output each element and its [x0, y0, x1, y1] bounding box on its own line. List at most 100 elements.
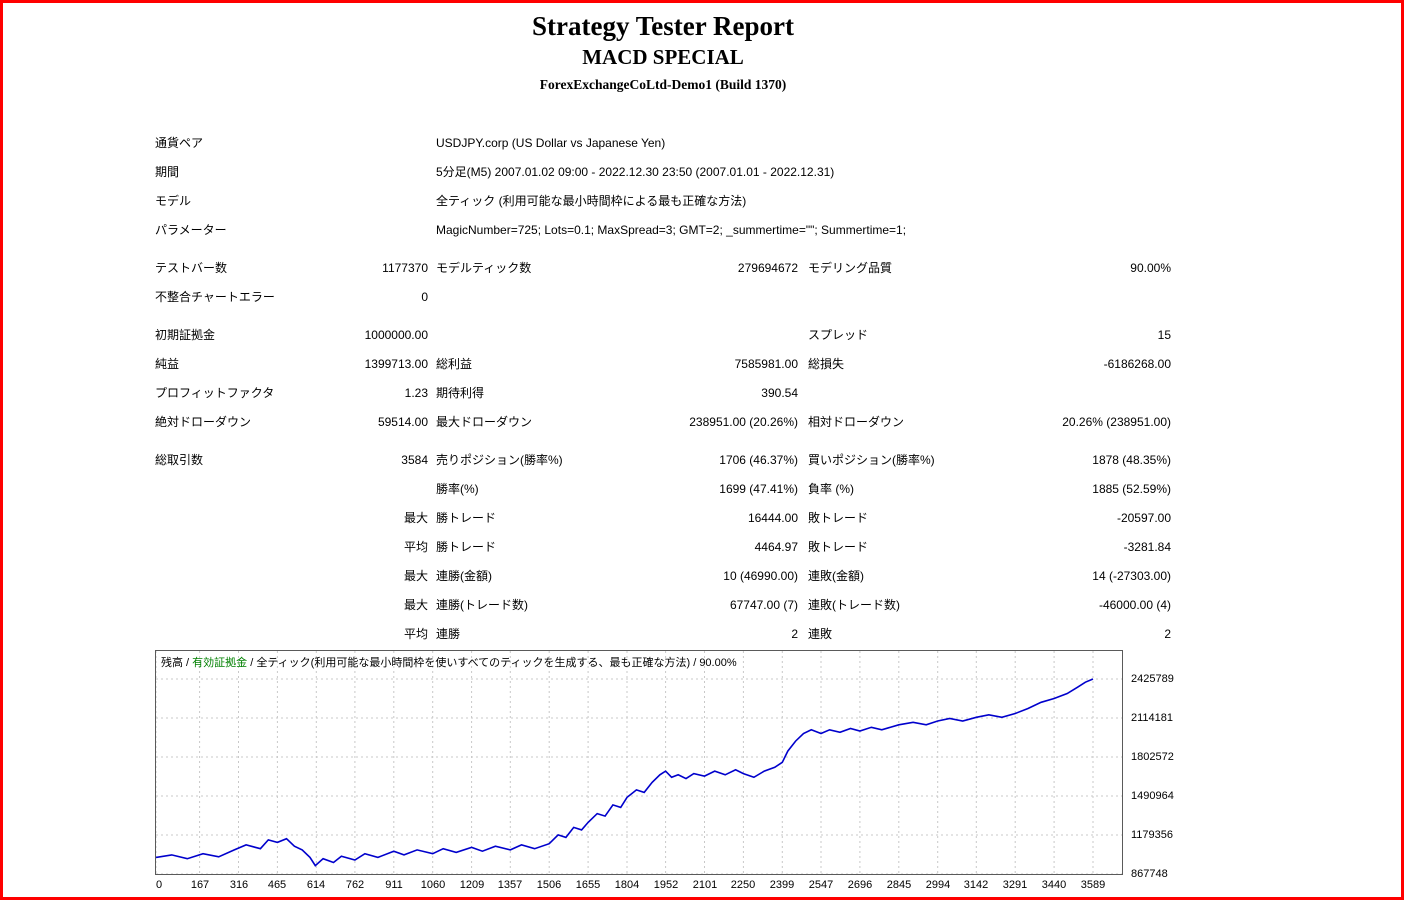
balance-chart: 残高 / 有効証拠金 / 全ティック(利用可能な最小時間枠を使いすべてのティック… — [155, 650, 1215, 897]
stat-value: 最大 — [403, 598, 428, 612]
stat-label: モデリング品質 — [808, 261, 893, 275]
stat-label: 連敗 — [808, 627, 833, 641]
stat-value: 最大 — [403, 569, 428, 583]
report-row: 最大 連勝(金額) 10 (46990.00) 連敗(金額) 14 (-27303.00… — [155, 561, 1171, 590]
legend-item: 全ティック(利用可能な最小時間枠を使いすべてのティックを生成する、最も正確な方法… — [256, 657, 691, 669]
legend-separator: / — [247, 657, 257, 669]
x-tick-label: 1952 — [653, 879, 679, 891]
report-row: 初期証拠金 1000000.00 スプレッド 15 — [155, 320, 1171, 349]
section-gap — [155, 244, 1171, 253]
report-row: モデル 全ティック (利用可能な最小時間枠による最も正確な方法) — [155, 186, 1171, 215]
report-header: Strategy Tester Report MACD SPECIAL Fore… — [3, 11, 1323, 93]
stat-value: -20597.00 — [1116, 510, 1171, 525]
x-tick-label: 316 — [229, 879, 249, 891]
x-tick-label: 1209 — [459, 879, 485, 891]
x-tick-label: 465 — [267, 879, 287, 891]
stat-label: 連勝 — [436, 627, 461, 641]
balance-series-line — [156, 678, 1094, 867]
x-tick-label: 1357 — [497, 879, 523, 891]
stat-label: 勝率(%) — [436, 482, 479, 496]
server-build: ForexExchangeCoLtd-Demo1 (Build 1370) — [539, 77, 787, 92]
stat-label: 純益 — [155, 357, 180, 371]
stat-label: スプレッド — [808, 328, 869, 342]
stat-value: 1000000.00 — [364, 327, 428, 342]
x-tick-label: 1506 — [536, 879, 562, 891]
stat-value: 1699 (47.41%) — [719, 481, 798, 496]
stat-label: パラメーター — [155, 223, 227, 237]
stat-label: 買いポジション(勝率%) — [808, 453, 935, 467]
stat-value: 90.00% — [1130, 260, 1171, 275]
stat-value: MagicNumber=725; Lots=0.1; MaxSpread=3; … — [436, 222, 907, 237]
stat-value: 15 — [1157, 327, 1171, 342]
stat-value: 4464.97 — [754, 539, 798, 554]
stat-value: 3584 — [401, 452, 428, 467]
stat-value: 238951.00 (20.26%) — [689, 414, 798, 429]
section-gap — [155, 311, 1171, 320]
x-tick-label: 1060 — [420, 879, 446, 891]
x-tick-label: 167 — [190, 879, 210, 891]
stat-label: 総損失 — [808, 357, 845, 371]
stat-value: 14 (-27303.00) — [1092, 568, 1171, 583]
x-tick-label: 2696 — [847, 879, 873, 891]
report-row: 通貨ペア USDJPY.corp (US Dollar vs Japanese Y… — [155, 128, 1171, 157]
stat-value: 最大 — [403, 511, 428, 525]
stat-value: 10 (46990.00) — [723, 568, 798, 583]
stat-label: 通貨ペア — [155, 136, 204, 150]
x-tick-label: 1804 — [614, 879, 640, 891]
x-tick-label: 1655 — [575, 879, 601, 891]
report-row: 総取引数 3584 売りポジション(勝率%) 1706 (46.37%) 買いポジション… — [155, 445, 1171, 474]
stat-label: 絶対ドローダウン — [155, 415, 252, 429]
report-row: パラメーター MagicNumber=725; Lots=0.1; MaxSpre… — [155, 215, 1171, 244]
stat-label: 負率 (%) — [808, 482, 854, 496]
legend-item: 有効証拠金 — [192, 657, 248, 669]
x-tick-label: 2399 — [769, 879, 795, 891]
stat-value: 16444.00 — [747, 510, 798, 525]
stat-value: -6186268.00 — [1103, 356, 1171, 371]
report-row: 絶対ドローダウン 59514.00 最大ドローダウン 238951.00 (20.26… — [155, 407, 1171, 436]
stat-label: テストバー数 — [155, 261, 228, 275]
x-tick-label: 3142 — [963, 879, 989, 891]
y-tick-label: 1802572 — [1131, 751, 1174, 763]
stat-value: 5分足(M5) 2007.01.02 09:00 - 2022.12.30 23… — [436, 165, 835, 179]
stat-label: 総利益 — [436, 357, 473, 371]
stat-value: 1177370 — [382, 260, 428, 275]
stat-value: 全ティック (利用可能な最小時間枠による最も正確な方法) — [436, 194, 747, 208]
x-tick-label: 2547 — [808, 879, 834, 891]
stat-label: 期待利得 — [436, 386, 485, 400]
stat-label: 敗トレード — [808, 540, 869, 554]
y-tick-label: 867748 — [1131, 868, 1168, 880]
stat-value: 1706 (46.37%) — [719, 452, 798, 467]
stat-value: 平均 — [403, 540, 428, 554]
x-tick-label: 3589 — [1080, 879, 1106, 891]
stat-value: 279694672 — [737, 260, 798, 275]
y-tick-label: 1179356 — [1131, 829, 1174, 841]
stat-label: 連敗(トレード数) — [808, 598, 900, 612]
x-tick-label: 3291 — [1002, 879, 1028, 891]
report-row: 不整合チャートエラー 0 — [155, 282, 1171, 311]
x-tick-label: 0 — [156, 879, 163, 891]
legend-separator: / — [690, 657, 700, 669]
stat-label: 最大ドローダウン — [436, 415, 533, 429]
x-tick-label: 3440 — [1041, 879, 1067, 891]
legend-separator: / — [183, 657, 193, 669]
report-content: Strategy Tester Report MACD SPECIAL Fore… — [3, 3, 1323, 897]
stat-value: 20.26% (238951.00) — [1062, 414, 1171, 429]
stats-table: 通貨ペア USDJPY.corp (US Dollar vs Japanese Y… — [155, 128, 1171, 648]
stat-value: 平均 — [403, 627, 428, 641]
y-tick-label: 2425789 — [1131, 673, 1174, 685]
x-tick-label: 2994 — [925, 879, 951, 891]
balance-line-chart — [156, 651, 1122, 874]
x-tick-label: 762 — [345, 879, 365, 891]
report-row: 期間 5分足(M5) 2007.01.02 09:00 - 2022.12.30 … — [155, 157, 1171, 186]
stat-label: 売りポジション(勝率%) — [436, 453, 563, 467]
report-row: 平均 勝トレード 4464.97 敗トレード -3281.84 — [155, 532, 1171, 561]
chart-legend: 残高 / 有効証拠金 / 全ティック(利用可能な最小時間枠を使いすべてのティック… — [161, 654, 737, 670]
stat-value: 7585981.00 — [734, 356, 798, 371]
stat-label: 相対ドローダウン — [808, 415, 905, 429]
x-tick-label: 2250 — [730, 879, 756, 891]
stat-label: 勝トレード — [436, 511, 497, 525]
stat-label: 期間 — [155, 165, 180, 179]
stat-value: -3281.84 — [1123, 539, 1171, 554]
stat-label: 不整合チャートエラー — [155, 290, 275, 304]
legend-item: 残高 — [161, 657, 183, 669]
